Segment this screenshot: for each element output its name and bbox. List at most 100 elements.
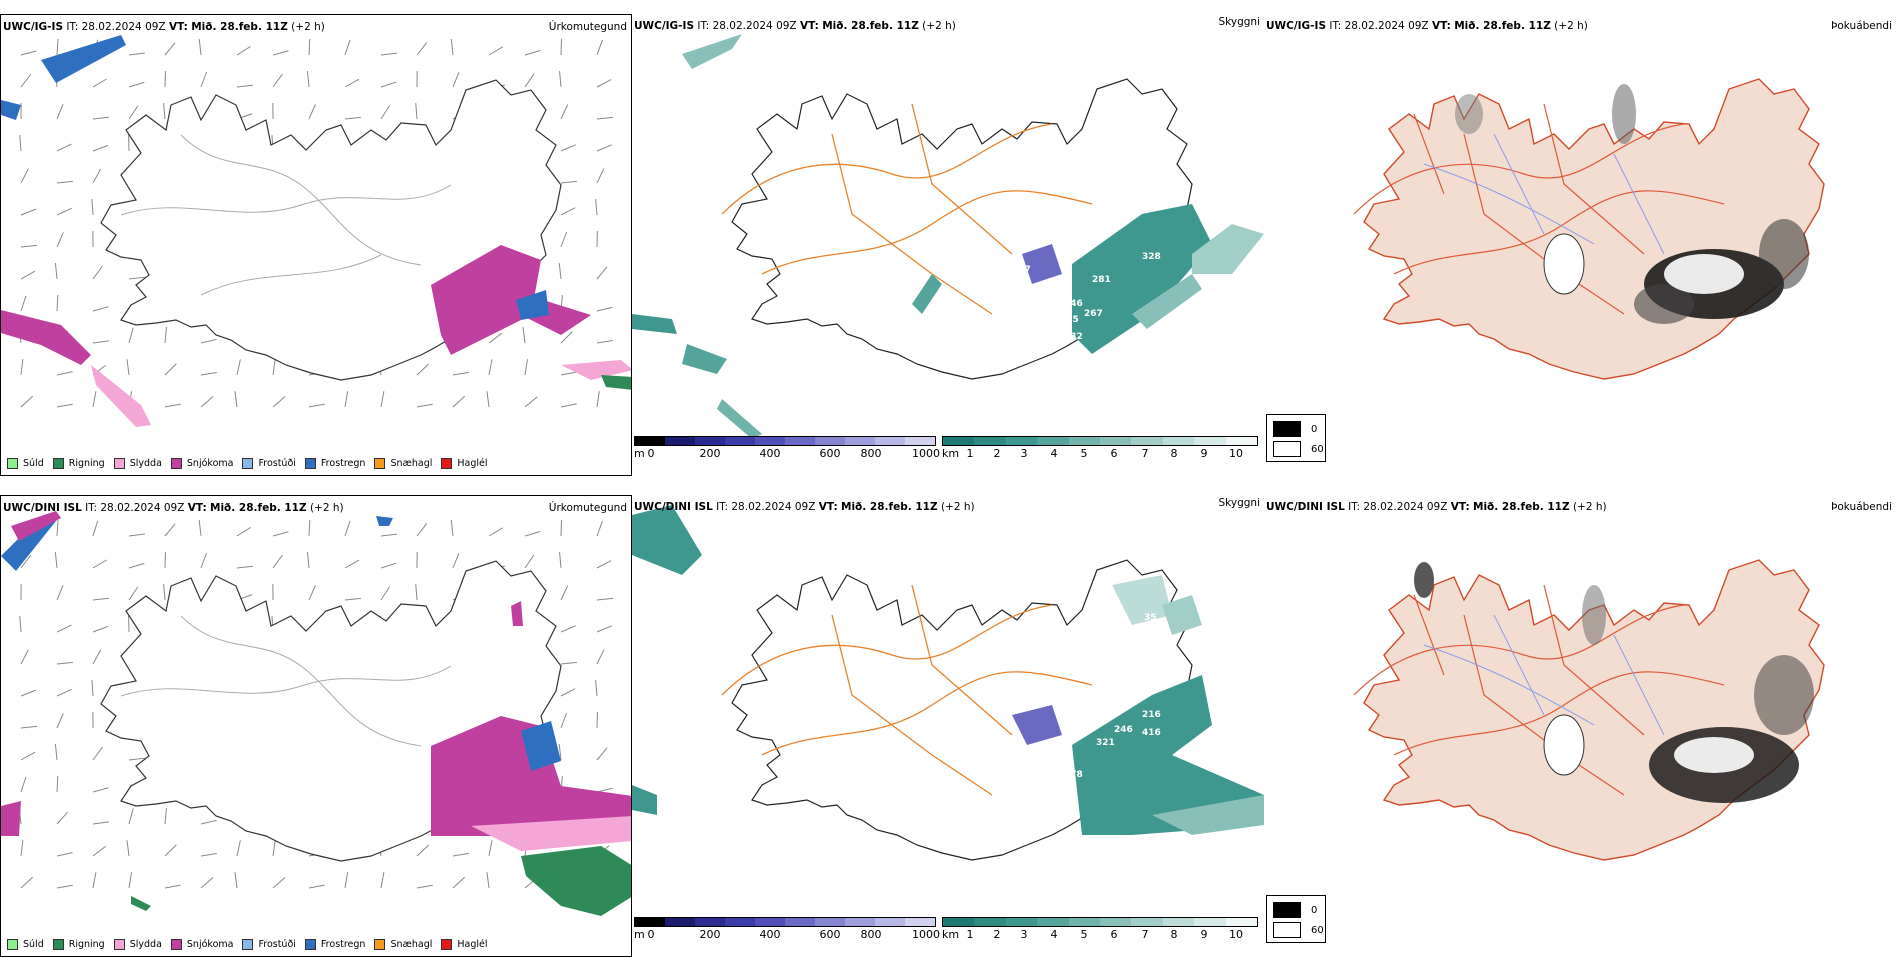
scale-tick: 5: [1081, 447, 1088, 460]
scale-tick: 4: [1051, 928, 1058, 941]
scale-tick: 2: [994, 447, 1001, 460]
panel-title: Skyggni: [1219, 497, 1261, 509]
fog-index-panel-bottom: UWC/DINI ISL IT: 28.02.2024 09Z VT: Mið.…: [1264, 495, 1896, 957]
fog-legend-label: 0: [1311, 905, 1317, 916]
vis-label: 35: [1144, 613, 1157, 623]
scale-tick: 400: [760, 928, 781, 941]
legend-item: Frostregn: [305, 939, 366, 950]
scale-tick: 3: [1021, 447, 1028, 460]
vis-label: 332: [1064, 332, 1083, 342]
scale-tick: 1: [967, 447, 974, 460]
legend-item: Súld: [7, 939, 44, 950]
scale-tick: 10: [1229, 447, 1243, 460]
scale-tick: 10: [1229, 928, 1243, 941]
panel-header: UWC/IG-IS IT: 28.02.2024 09Z VT: Mið. 28…: [3, 21, 325, 33]
precip-legend: Súld Rigning Slydda Snjókoma Frostúði Fr…: [7, 458, 488, 469]
scale-tick: 4: [1051, 447, 1058, 460]
vis-label: 416: [1142, 728, 1161, 738]
fog-legend-label: 60: [1311, 444, 1324, 455]
legend-item: Frostregn: [305, 458, 366, 469]
visibility-scale-bar: [942, 436, 1258, 446]
legend-item: Slydda: [114, 939, 162, 950]
scale-tick: 200: [700, 447, 721, 460]
fog-legend: 0 60: [1266, 414, 1326, 462]
visibility-map: 328 281 246 215 332 267 157: [632, 14, 1264, 476]
height-scale-bar: [634, 917, 936, 927]
vis-label: 246: [1064, 299, 1083, 309]
scale-unit: km: [942, 928, 959, 941]
precip-type-panel-top: UWC/IG-IS IT: 28.02.2024 09Z VT: Mið. 28…: [0, 14, 632, 476]
legend-item: Súld: [7, 458, 44, 469]
legend-item: Rigning: [53, 458, 105, 469]
fog-index-panel-top: UWC/IG-IS IT: 28.02.2024 09Z VT: Mið. 28…: [1264, 14, 1896, 476]
vis-label: 215: [1060, 315, 1079, 325]
vis-label: 321: [1096, 738, 1115, 748]
vis-label: 328: [1142, 252, 1161, 262]
legend-item: Snæhagl: [374, 458, 432, 469]
fog-legend: 0 60: [1266, 895, 1326, 943]
scale-tick: 200: [700, 928, 721, 941]
panel-title: Skyggni: [1219, 16, 1261, 28]
vis-label: 157: [1012, 265, 1031, 275]
vis-label: 216: [1142, 710, 1161, 720]
panel-title: Þokuábendi: [1831, 20, 1892, 32]
scale-tick: 800: [861, 447, 882, 460]
panel-header: UWC/DINI ISL IT: 28.02.2024 09Z VT: Mið.…: [1266, 501, 1607, 513]
vis-label: 246: [1114, 725, 1133, 735]
vis-label: 370: [1060, 800, 1079, 810]
visibility-panel-top: 328 281 246 215 332 267 157 UWC/IG-IS IT…: [632, 14, 1264, 476]
visibility-panel-bottom: 35 216 246 321 416 278 370 UWC/DINI ISL …: [632, 495, 1264, 957]
scale-tick: 3: [1021, 928, 1028, 941]
panel-title: Þokuábendi: [1831, 501, 1892, 513]
precip-type-map: [1, 496, 632, 957]
vis-label: 281: [1092, 275, 1111, 285]
scale-tick: 2: [994, 928, 1001, 941]
fog-legend-label: 0: [1311, 424, 1317, 435]
scale-unit: m: [634, 447, 645, 460]
fog-legend-label: 60: [1311, 925, 1324, 936]
precip-type-panel-bottom: UWC/DINI ISL IT: 28.02.2024 09Z VT: Mið.…: [0, 495, 632, 957]
scale-tick: 9: [1201, 928, 1208, 941]
height-scale-bar: [634, 436, 936, 446]
scale-unit: m: [634, 928, 645, 941]
scale-tick: 600: [820, 928, 841, 941]
scale-unit: km: [942, 447, 959, 460]
scale-tick: 8: [1171, 447, 1178, 460]
legend-item: Haglél: [441, 939, 487, 950]
scale-tick: 6: [1111, 447, 1118, 460]
fog-index-map: [1264, 14, 1896, 476]
scale-tick: 1: [967, 928, 974, 941]
scale-tick: 7: [1142, 928, 1149, 941]
panel-header: UWC/DINI ISL IT: 28.02.2024 09Z VT: Mið.…: [634, 501, 975, 513]
legend-item: Snæhagl: [374, 939, 432, 950]
scale-tick: 6: [1111, 928, 1118, 941]
precip-type-map: [1, 15, 632, 476]
scale-tick: 8: [1171, 928, 1178, 941]
legend-item: Haglél: [441, 458, 487, 469]
scale-tick: 600: [820, 447, 841, 460]
scale-tick: 0: [648, 447, 655, 460]
scale-tick: 400: [760, 447, 781, 460]
panel-title: Úrkomutegund: [549, 502, 627, 514]
legend-item: Rigning: [53, 939, 105, 950]
vis-label: 278: [1064, 770, 1083, 780]
fog-index-map: [1264, 495, 1896, 957]
panel-header: UWC/DINI ISL IT: 28.02.2024 09Z VT: Mið.…: [3, 502, 344, 514]
scale-tick: 5: [1081, 928, 1088, 941]
visibility-scale-bar: [942, 917, 1258, 927]
scale-tick: 7: [1142, 447, 1149, 460]
panel-title: Úrkomutegund: [549, 21, 627, 33]
vis-label: 267: [1084, 309, 1103, 319]
scale-tick: 0: [648, 928, 655, 941]
scale-tick: 9: [1201, 447, 1208, 460]
panel-header: UWC/IG-IS IT: 28.02.2024 09Z VT: Mið. 28…: [634, 20, 956, 32]
visibility-scale: km 1 2 3 4 5 6 7 8 9 10: [942, 436, 1258, 460]
visibility-map: 35 216 246 321 416 278 370: [632, 495, 1264, 957]
legend-item: Snjókoma: [171, 939, 234, 950]
scale-tick: 800: [861, 928, 882, 941]
precip-legend: Súld Rigning Slydda Snjókoma Frostúði Fr…: [7, 939, 488, 950]
legend-item: Frostúði: [242, 939, 295, 950]
legend-item: Snjókoma: [171, 458, 234, 469]
